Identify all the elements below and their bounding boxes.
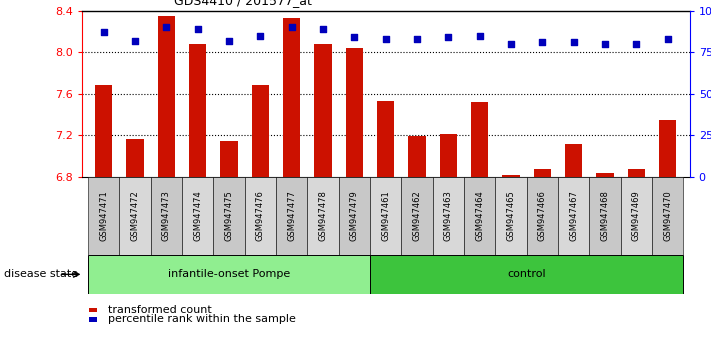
Text: percentile rank within the sample: percentile rank within the sample [108, 314, 296, 325]
Point [98, 29, 109, 35]
Text: GSM947470: GSM947470 [663, 190, 672, 241]
Bar [496, 177, 527, 255]
Bar [338, 177, 370, 255]
Bar [628, 169, 645, 177]
Bar [252, 86, 269, 177]
Text: disease state: disease state [4, 269, 77, 279]
Text: GSM947464: GSM947464 [475, 190, 484, 241]
Point [537, 39, 548, 45]
Bar [370, 255, 683, 294]
Text: GSM947479: GSM947479 [350, 190, 359, 241]
Bar [402, 177, 433, 255]
Point [380, 36, 392, 42]
Point [412, 36, 423, 42]
Bar [151, 177, 182, 255]
Text: GSM947478: GSM947478 [319, 190, 328, 241]
Bar [527, 177, 558, 255]
Text: infantile-onset Pompe: infantile-onset Pompe [168, 269, 290, 279]
Bar [652, 177, 683, 255]
Bar [433, 177, 464, 255]
Bar [440, 135, 457, 177]
Bar [659, 120, 676, 177]
Text: GSM947463: GSM947463 [444, 190, 453, 241]
Bar [95, 86, 112, 177]
Text: GSM947473: GSM947473 [162, 190, 171, 241]
Text: GSM947465: GSM947465 [506, 190, 515, 241]
Point [286, 24, 297, 30]
Bar [276, 177, 307, 255]
Point [662, 36, 673, 42]
Bar [283, 18, 300, 177]
Point [129, 38, 141, 44]
Bar [408, 136, 426, 177]
Text: GSM947476: GSM947476 [256, 190, 265, 241]
Text: GSM947467: GSM947467 [570, 190, 578, 241]
Point [348, 34, 360, 40]
Bar [621, 177, 652, 255]
Text: transformed count: transformed count [108, 305, 212, 315]
Bar [189, 44, 206, 177]
Text: GSM947474: GSM947474 [193, 190, 202, 241]
Bar [213, 177, 245, 255]
Point [255, 33, 266, 39]
Point [443, 34, 454, 40]
Text: GSM947472: GSM947472 [131, 190, 139, 241]
Bar [182, 177, 213, 255]
Point [161, 24, 172, 30]
Bar [158, 16, 175, 177]
Bar [307, 177, 338, 255]
Bar [503, 175, 520, 177]
Point [506, 41, 517, 47]
Bar [88, 177, 119, 255]
Text: GSM947461: GSM947461 [381, 190, 390, 241]
Bar [127, 138, 144, 177]
Text: GSM947468: GSM947468 [601, 190, 609, 241]
Bar [119, 177, 151, 255]
Bar [464, 177, 496, 255]
Bar [370, 177, 402, 255]
Text: GSM947466: GSM947466 [538, 190, 547, 241]
Point [317, 26, 328, 32]
Bar [471, 102, 488, 177]
Text: GSM947475: GSM947475 [225, 190, 233, 241]
Text: GDS4410 / 201577_at: GDS4410 / 201577_at [174, 0, 312, 7]
Text: GSM947462: GSM947462 [412, 190, 422, 241]
Bar [220, 141, 237, 177]
Bar [558, 177, 589, 255]
Bar [597, 173, 614, 177]
Bar [346, 48, 363, 177]
Bar [565, 144, 582, 177]
Bar [377, 101, 395, 177]
Bar [534, 169, 551, 177]
Point [192, 26, 203, 32]
Text: GSM947477: GSM947477 [287, 190, 296, 241]
Point [568, 39, 579, 45]
Text: GSM947471: GSM947471 [100, 190, 108, 241]
Bar [314, 44, 331, 177]
Bar [88, 255, 370, 294]
Point [599, 41, 611, 47]
Bar [245, 177, 276, 255]
Point [631, 41, 642, 47]
Bar [589, 177, 621, 255]
Text: control: control [508, 269, 546, 279]
Point [474, 33, 486, 39]
Text: GSM947469: GSM947469 [632, 190, 641, 241]
Point [223, 38, 235, 44]
